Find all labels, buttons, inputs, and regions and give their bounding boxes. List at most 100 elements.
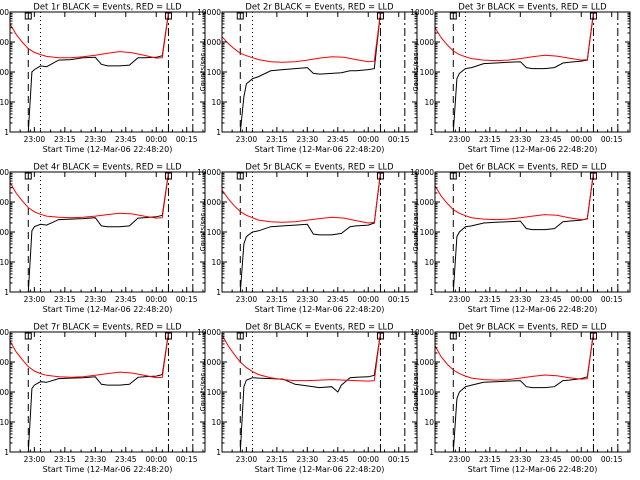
events-series-line — [22, 12, 172, 133]
lld-series-line — [221, 12, 384, 63]
x-tick-label: 23:45 — [540, 295, 562, 304]
events-series-line — [234, 332, 384, 453]
start-marker — [236, 172, 244, 180]
x-tick-label: 00:15 — [601, 135, 623, 144]
y-tick-label: 1000 — [202, 198, 221, 207]
panel-title: Det 1r BLACK = Events, RED = LLD — [33, 2, 181, 12]
panel-1: Det 1r BLACK = Events, RED = LLD 1 10 100 10… — [0, 2, 206, 154]
plot-frame — [434, 11, 631, 133]
x-tick-label: 23:45 — [540, 455, 562, 464]
x-tick-label: 23:00 — [236, 455, 258, 464]
end-marker — [589, 12, 597, 20]
plot-frame — [9, 11, 206, 133]
y-tick-label: 10000 — [197, 8, 221, 17]
y-tick-label: 1 — [216, 128, 221, 137]
y-tick-label: 1 — [216, 288, 221, 297]
x-tick-label: 23:15 — [266, 455, 288, 464]
x-tick-label: 00:15 — [176, 135, 198, 144]
end-marker — [589, 332, 597, 340]
y-tick-label: 10000 — [0, 8, 9, 17]
start-marker — [24, 332, 32, 340]
y-tick-label: 100 — [207, 68, 222, 77]
x-tick-label: 23:45 — [540, 135, 562, 144]
y-tick-label: 10 — [211, 418, 221, 427]
x-tick-label: 00:15 — [388, 135, 410, 144]
y-tick-label: 1 — [429, 128, 434, 137]
y-tick-label: 100 — [420, 388, 435, 397]
lld-series-line — [434, 12, 597, 62]
lld-series-line — [9, 172, 172, 219]
events-series-line — [447, 172, 597, 293]
y-tick-label: 10 — [0, 418, 9, 427]
x-axis-label: Start Time (12-Mar-06 22:48:20) — [255, 305, 385, 314]
y-tick-label: 10 — [424, 258, 434, 267]
x-tick-label: 23:45 — [115, 455, 137, 464]
y-tick-label: 10 — [424, 418, 434, 427]
x-tick-label: 23:45 — [327, 135, 349, 144]
x-tick-label: 23:00 — [24, 135, 46, 144]
events-series-line — [447, 332, 597, 453]
y-tick-label: 100 — [207, 388, 222, 397]
start-marker — [449, 172, 457, 180]
x-axis-label: Start Time (12-Mar-06 22:48:20) — [43, 465, 173, 474]
y-tick-label: 100 — [0, 228, 9, 237]
x-tick-label: 00:00 — [145, 295, 167, 304]
x-axis-label: Start Time (12-Mar-06 22:48:20) — [468, 465, 598, 474]
x-axis-label: Start Time (12-Mar-06 22:48:20) — [468, 145, 598, 154]
x-tick-label: 23:15 — [54, 295, 76, 304]
start-marker — [24, 172, 32, 180]
x-tick-label: 23:15 — [479, 295, 501, 304]
end-marker — [589, 172, 597, 180]
x-tick-label: 23:30 — [510, 455, 532, 464]
y-tick-label: 100 — [420, 228, 435, 237]
lld-series-line — [9, 12, 172, 59]
events-series-line — [234, 172, 384, 293]
x-tick-label: 00:00 — [357, 135, 379, 144]
y-tick-label: 10000 — [410, 328, 434, 337]
x-tick-label: 00:00 — [357, 295, 379, 304]
x-tick-label: 00:15 — [388, 295, 410, 304]
y-tick-label: 10000 — [410, 8, 434, 17]
start-marker — [24, 12, 32, 20]
y-axis-label: Counts/sec — [199, 373, 207, 412]
panel-6: Det 6r BLACK = Events, RED = LLD 1 10 100 10… — [410, 162, 631, 314]
x-tick-label: 00:00 — [357, 455, 379, 464]
x-tick-label: 23:15 — [479, 455, 501, 464]
x-tick-label: 23:15 — [54, 455, 76, 464]
x-tick-label: 23:30 — [297, 135, 319, 144]
panel-title: Det 3r BLACK = Events, RED = LLD — [458, 2, 606, 12]
panel-title: Det 5r BLACK = Events, RED = LLD — [245, 162, 393, 172]
panel-title: Det 2r BLACK = Events, RED = LLD — [245, 2, 393, 12]
y-tick-label: 10 — [211, 98, 221, 107]
events-series-line — [22, 172, 172, 293]
x-axis-label: Start Time (12-Mar-06 22:48:20) — [468, 305, 598, 314]
end-marker — [164, 12, 172, 20]
end-marker — [376, 332, 384, 340]
end-marker — [164, 332, 172, 340]
y-tick-label: 100 — [0, 388, 9, 397]
y-axis-label: Counts/sec — [199, 213, 207, 252]
x-tick-label: 23:00 — [449, 455, 471, 464]
end-marker — [164, 172, 172, 180]
x-tick-label: 23:30 — [85, 135, 107, 144]
y-tick-label: 10000 — [0, 168, 9, 177]
x-axis-label: Start Time (12-Mar-06 22:48:20) — [255, 465, 385, 474]
end-marker — [376, 172, 384, 180]
x-tick-label: 00:00 — [145, 135, 167, 144]
x-tick-label: 00:15 — [601, 295, 623, 304]
y-tick-label: 10000 — [197, 168, 221, 177]
y-tick-label: 1000 — [415, 38, 434, 47]
x-tick-label: 00:00 — [570, 135, 592, 144]
y-tick-label: 1000 — [415, 358, 434, 367]
panel-9: Det 9r BLACK = Events, RED = LLD 1 10 100 10… — [410, 322, 631, 474]
events-series-line — [22, 332, 172, 453]
panel-4: Det 4r BLACK = Events, RED = LLD 1 10 100 10… — [0, 162, 206, 314]
y-tick-label: 1 — [4, 128, 9, 137]
x-tick-label: 23:00 — [24, 295, 46, 304]
y-axis-label: Counts/sec — [412, 53, 420, 92]
panel-3: Det 3r BLACK = Events, RED = LLD 1 10 100 10… — [410, 2, 631, 154]
plot-frame — [221, 331, 418, 453]
panel-2: Det 2r BLACK = Events, RED = LLD 1 10 100 10… — [197, 2, 418, 154]
y-tick-label: 1 — [429, 288, 434, 297]
